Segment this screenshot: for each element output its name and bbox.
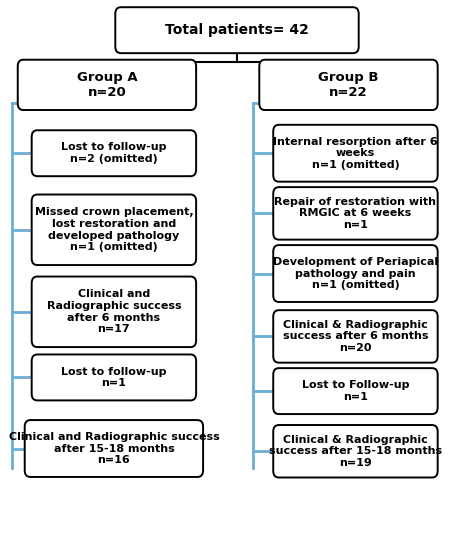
Text: Development of Periapical
pathology and pain
n=1 (omitted): Development of Periapical pathology and …	[273, 257, 438, 290]
Text: Internal resorption after 6
weeks
n=1 (omitted): Internal resorption after 6 weeks n=1 (o…	[273, 137, 438, 170]
FancyBboxPatch shape	[115, 7, 359, 53]
FancyBboxPatch shape	[273, 310, 438, 363]
Text: Lost to follow-up
n=1: Lost to follow-up n=1	[61, 367, 167, 388]
Text: Clinical & Radiographic
success after 6 months
n=20: Clinical & Radiographic success after 6 …	[283, 320, 428, 353]
Text: Lost to Follow-up
n=1: Lost to Follow-up n=1	[302, 381, 409, 402]
Text: Clinical & Radiographic
success after 15-18 months
n=19: Clinical & Radiographic success after 15…	[269, 435, 442, 468]
FancyBboxPatch shape	[273, 187, 438, 239]
FancyBboxPatch shape	[32, 354, 196, 401]
Text: Group A
n=20: Group A n=20	[77, 71, 137, 99]
FancyBboxPatch shape	[32, 130, 196, 176]
FancyBboxPatch shape	[273, 125, 438, 182]
FancyBboxPatch shape	[273, 368, 438, 414]
FancyBboxPatch shape	[32, 195, 196, 265]
FancyBboxPatch shape	[273, 245, 438, 302]
FancyBboxPatch shape	[273, 425, 438, 478]
Text: Missed crown placement,
lost restoration and
developed pathology
n=1 (omitted): Missed crown placement, lost restoration…	[35, 208, 193, 252]
FancyBboxPatch shape	[18, 60, 196, 110]
FancyBboxPatch shape	[25, 420, 203, 477]
FancyBboxPatch shape	[259, 60, 438, 110]
Text: Group B
n=22: Group B n=22	[318, 71, 379, 99]
Text: Lost to follow-up
n=2 (omitted): Lost to follow-up n=2 (omitted)	[61, 142, 167, 164]
Text: Clinical and Radiographic success
after 15-18 months
n=16: Clinical and Radiographic success after …	[9, 432, 219, 465]
Text: Clinical and
Radiographic success
after 6 months
n=17: Clinical and Radiographic success after …	[46, 290, 181, 334]
Text: Total patients= 42: Total patients= 42	[165, 23, 309, 37]
Text: Repair of restoration with
RMGIC at 6 weeks
n=1: Repair of restoration with RMGIC at 6 we…	[274, 197, 437, 230]
FancyBboxPatch shape	[32, 277, 196, 347]
